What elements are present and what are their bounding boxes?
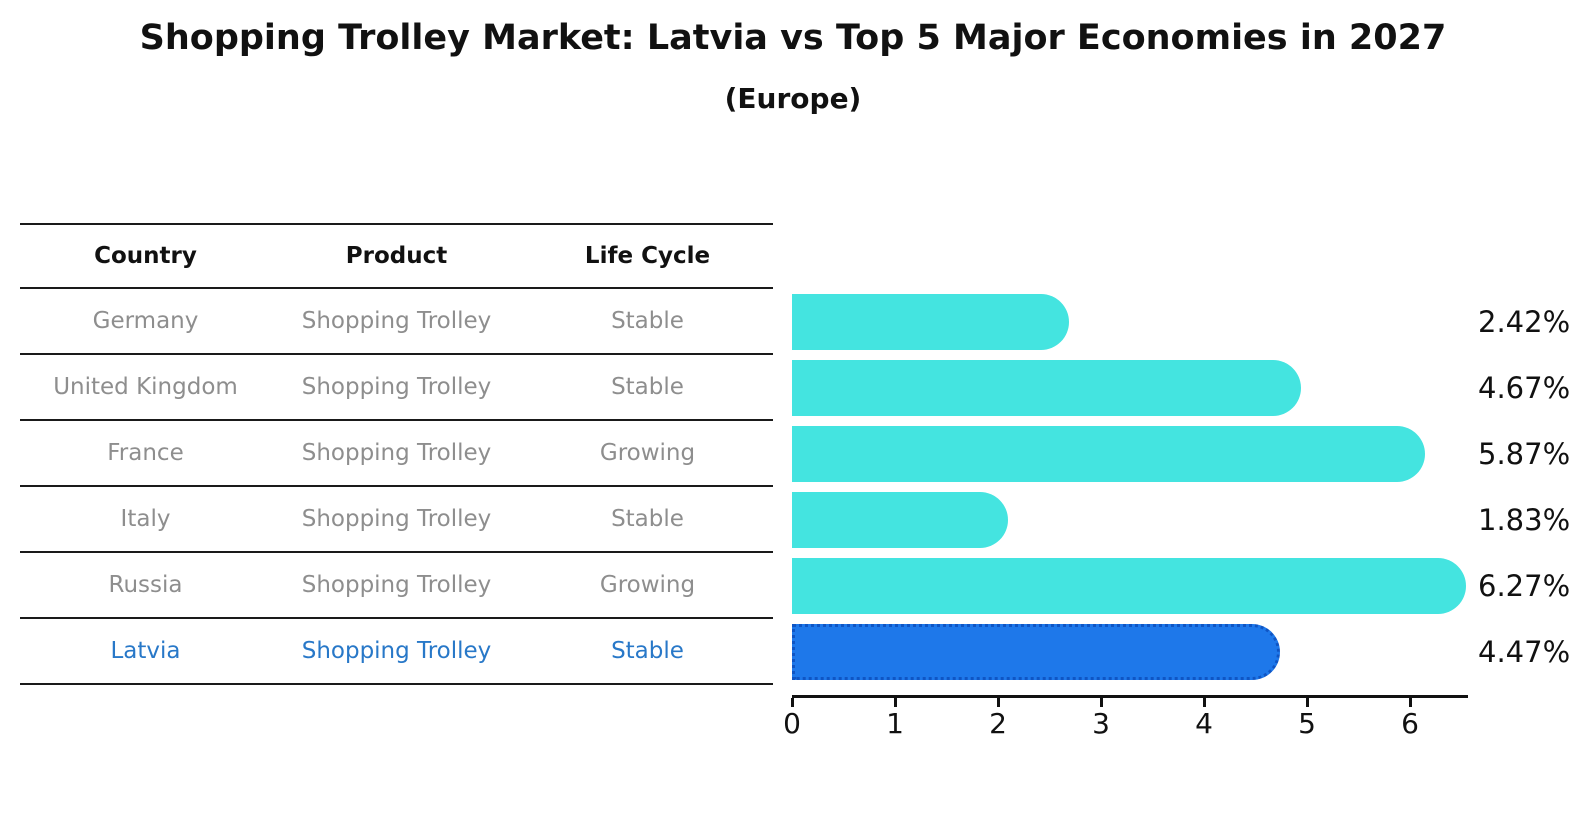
table-cell-product: Shopping Trolley (301, 308, 492, 334)
table-row: United Kingdom Shopping Trolley Stable (20, 355, 773, 421)
table-row: Russia Shopping Trolley Growing (20, 553, 773, 619)
table-cell-product: Shopping Trolley (301, 440, 492, 466)
table-cell-product: Shopping Trolley (301, 374, 492, 400)
bar (792, 558, 1466, 614)
x-axis-line (792, 695, 1468, 698)
bar-value-label: 2.42% (1478, 305, 1571, 339)
x-tick (1306, 698, 1309, 707)
x-tick-label: 5 (1298, 707, 1316, 740)
x-tick (1203, 698, 1206, 707)
bar-value-label: 4.47% (1478, 635, 1571, 669)
table-cell-life-cycle: Stable (611, 638, 684, 664)
table-cell-life-cycle: Growing (599, 440, 696, 466)
table-cell-life-cycle: Stable (611, 506, 684, 532)
data-table: Country Product Life Cycle Germany Shoppi… (20, 223, 773, 685)
table-cell-product: Shopping Trolley (301, 572, 492, 598)
bar (792, 294, 1070, 350)
table-cell-country: United Kingdom (53, 374, 238, 400)
bar (792, 360, 1301, 416)
table-cell-country: Latvia (110, 638, 181, 664)
table-cell-country: Italy (120, 506, 171, 532)
x-tick (894, 698, 897, 707)
bar-value-label: 1.83% (1478, 503, 1571, 537)
table-header-country: Country (94, 243, 197, 269)
table-cell-product: Shopping Trolley (301, 506, 492, 532)
bar-value-label: 5.87% (1478, 437, 1571, 471)
table-row: Italy Shopping Trolley Stable (20, 487, 773, 553)
table-cell-country: Germany (92, 308, 199, 334)
table-cell-product: Shopping Trolley (301, 638, 492, 664)
table-row: Latvia Shopping Trolley Stable (20, 619, 773, 685)
x-tick (1409, 698, 1412, 707)
table-cell-life-cycle: Stable (611, 374, 684, 400)
table-body: Germany Shopping Trolley Stable United King… (20, 289, 773, 685)
table-header-product: Product (345, 243, 448, 269)
chart-title: Shopping Trolley Market: Latvia vs Top 5… (139, 18, 1447, 58)
x-tick (791, 698, 794, 707)
table-cell-country: Russia (108, 572, 183, 598)
table-cell-country: France (107, 440, 184, 466)
table-row: Germany Shopping Trolley Stable (20, 289, 773, 355)
x-tick-label: 0 (783, 707, 801, 740)
x-tick-label: 2 (989, 707, 1007, 740)
chart-subtitle: (Europe) (724, 82, 862, 115)
bar (792, 492, 1009, 548)
x-tick (1100, 698, 1103, 707)
table-cell-life-cycle: Stable (611, 308, 684, 334)
table-header-row: Country Product Life Cycle (20, 223, 773, 289)
x-tick-label: 4 (1195, 707, 1213, 740)
bar (792, 426, 1425, 482)
bar-value-label: 4.67% (1478, 371, 1571, 405)
bar-highlighted (792, 624, 1281, 680)
x-tick (997, 698, 1000, 707)
table-header-life-cycle: Life Cycle (584, 243, 711, 269)
table-row: France Shopping Trolley Growing (20, 421, 773, 487)
table-cell-life-cycle: Growing (599, 572, 696, 598)
x-tick-label: 1 (886, 707, 904, 740)
x-tick-label: 3 (1092, 707, 1110, 740)
x-tick-label: 6 (1401, 707, 1419, 740)
bar-value-label: 6.27% (1478, 569, 1571, 603)
